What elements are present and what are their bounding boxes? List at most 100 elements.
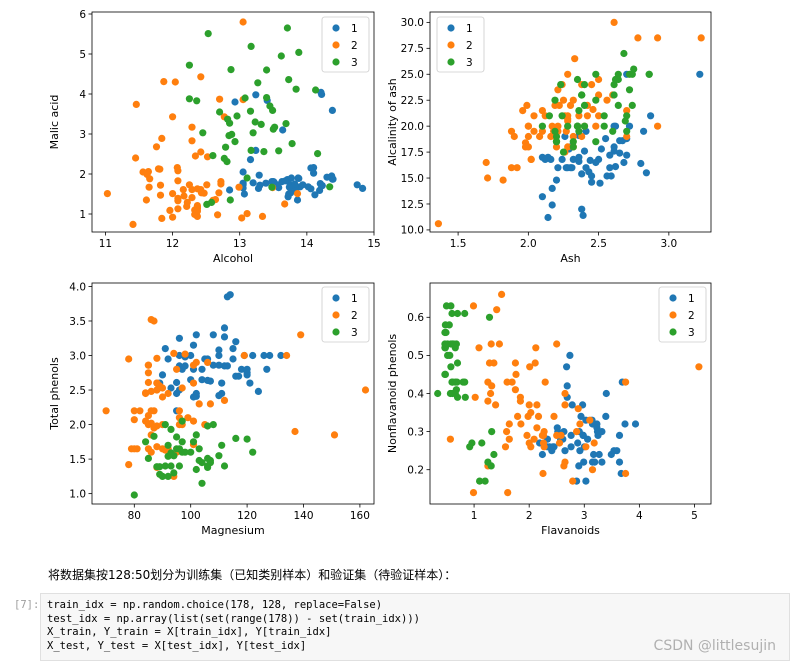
legend-marker-1 <box>332 294 340 302</box>
data-point-series-1 <box>592 158 600 167</box>
data-point-series-2 <box>144 369 152 377</box>
data-point-series-2 <box>156 191 165 199</box>
y-tick-label: 27.5 <box>401 43 424 55</box>
data-point-series-2 <box>564 70 572 78</box>
data-point-series-3 <box>292 85 300 93</box>
data-point-series-3 <box>150 432 158 440</box>
data-point-series-1 <box>359 184 367 192</box>
data-point-series-2 <box>142 389 150 397</box>
data-point-series-2 <box>533 424 541 432</box>
data-point-series-2 <box>503 378 511 386</box>
data-point-series-2 <box>156 382 164 390</box>
data-point-series-3 <box>295 48 303 57</box>
data-point-series-1 <box>582 164 590 172</box>
data-point-series-2 <box>103 190 111 198</box>
data-point-series-3 <box>552 132 561 141</box>
legend-box <box>658 286 707 343</box>
legend-label-3: 3 <box>351 57 358 69</box>
data-point-series-3 <box>204 462 212 470</box>
markdown-cell: 将数据集按128:50划分为训练集（已知类别样本）和验证集（待验证样本）： <box>48 566 456 583</box>
y-tick-label: 5 <box>79 49 86 61</box>
data-point-series-2 <box>634 34 642 42</box>
data-point-series-3 <box>167 425 175 433</box>
points-panel-1 <box>103 18 367 228</box>
data-point-series-3 <box>580 81 589 89</box>
y-tick-label: 25.0 <box>401 69 424 81</box>
data-point-series-1 <box>631 420 640 428</box>
data-point-series-3 <box>485 313 494 321</box>
data-point-series-3 <box>620 49 628 58</box>
data-point-series-2 <box>158 445 167 453</box>
data-point-series-2 <box>125 461 133 469</box>
data-point-series-1 <box>580 458 588 466</box>
data-point-series-2 <box>534 412 543 420</box>
data-point-series-3 <box>614 101 622 109</box>
y-axis-label: Nonflavanoid phenols <box>386 334 399 454</box>
y-tick-label: 0.4 <box>407 388 424 400</box>
legend: 1 2 3 <box>436 16 485 73</box>
data-point-series-1 <box>538 450 547 459</box>
data-point-series-3 <box>552 138 561 146</box>
data-point-series-2 <box>552 143 561 151</box>
data-point-series-1 <box>598 458 606 466</box>
data-point-series-2 <box>513 164 521 172</box>
data-point-series-3 <box>468 439 476 447</box>
data-point-series-1 <box>254 387 262 395</box>
data-point-series-1 <box>310 164 318 172</box>
data-point-series-1 <box>173 378 181 387</box>
data-point-series-1 <box>616 149 624 157</box>
data-point-series-3 <box>326 183 334 191</box>
data-point-series-3 <box>551 96 559 104</box>
data-point-series-1 <box>328 106 336 114</box>
data-point-series-3 <box>193 97 201 105</box>
data-point-series-2 <box>564 117 572 125</box>
data-point-series-2 <box>695 363 703 371</box>
data-point-series-2 <box>524 132 533 141</box>
data-point-series-2 <box>197 73 205 81</box>
data-point-series-1 <box>226 186 234 194</box>
data-point-series-3 <box>209 421 217 429</box>
y-tick-label: 22.5 <box>401 95 424 107</box>
x-tick-label: 80 <box>128 510 141 522</box>
code-cell[interactable]: train_idx = np.random.choice(178, 128, r… <box>40 593 790 661</box>
data-point-series-1 <box>229 345 237 353</box>
data-point-series-3 <box>249 129 257 137</box>
data-point-series-2 <box>533 401 541 409</box>
data-point-series-3 <box>580 101 589 109</box>
data-point-series-2 <box>524 143 533 151</box>
data-point-series-3 <box>545 112 554 120</box>
data-point-series-2 <box>243 210 251 218</box>
data-point-series-1 <box>231 98 239 106</box>
data-point-series-1 <box>263 365 271 373</box>
data-point-series-1 <box>575 153 583 161</box>
data-point-series-1 <box>239 168 247 176</box>
data-point-series-3 <box>314 150 322 158</box>
data-point-series-3 <box>459 378 467 386</box>
data-point-series-1 <box>577 412 585 420</box>
data-point-series-1 <box>293 196 302 204</box>
data-point-series-3 <box>243 174 251 182</box>
data-point-series-1 <box>611 163 620 171</box>
data-point-series-2 <box>498 290 506 298</box>
legend: 1 2 3 <box>321 286 370 343</box>
legend: 1 2 3 <box>321 16 370 73</box>
data-point-series-2 <box>197 148 205 156</box>
data-point-series-2 <box>595 112 603 120</box>
y-tick-label: 17.5 <box>401 147 424 159</box>
data-point-series-3 <box>220 154 228 162</box>
x-tick-label: 2.0 <box>520 238 537 250</box>
data-point-series-3 <box>207 198 216 206</box>
data-point-series-1 <box>167 384 175 392</box>
data-point-series-1 <box>318 182 326 190</box>
data-point-series-2 <box>526 363 534 371</box>
data-point-series-1 <box>215 351 223 360</box>
data-point-series-1 <box>255 171 263 179</box>
data-point-series-3 <box>610 91 618 99</box>
data-point-series-1 <box>223 362 231 370</box>
data-point-series-3 <box>580 122 589 130</box>
points-panel-2 <box>434 18 705 228</box>
legend-marker-2 <box>332 41 340 49</box>
data-point-series-1 <box>591 458 599 466</box>
